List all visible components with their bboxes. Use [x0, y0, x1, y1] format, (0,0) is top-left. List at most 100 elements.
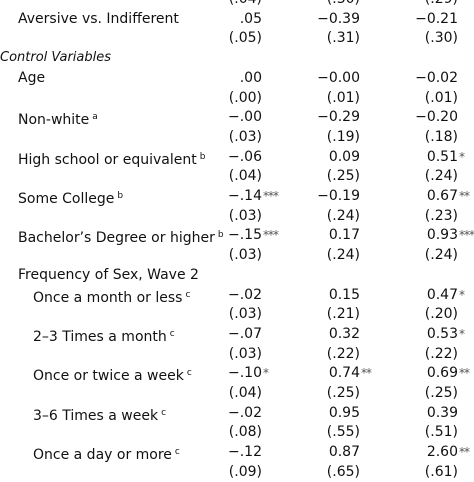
cell-value: (.18): [424, 128, 458, 145]
cell-value: (.22): [424, 345, 458, 362]
table-row: Control Variables: [0, 48, 474, 68]
cell-value: −.02: [228, 404, 262, 421]
cell-value: (.05): [228, 30, 262, 47]
row-label: High school or equivalent b: [18, 151, 206, 168]
row-label: Age: [18, 69, 46, 86]
table-row: Some College b −.14 *** −0.19 0.67 **: [0, 186, 474, 207]
cell-value: (.61): [424, 463, 458, 480]
cell-value: −.12: [228, 444, 262, 461]
cell-value: .05: [239, 10, 262, 27]
significance-stars: **: [459, 189, 470, 203]
significance-stars: *: [459, 326, 465, 341]
table-row: (.03) (.22) (.22): [0, 344, 474, 364]
cell-value: (.04): [182, 0, 262, 9]
table-row: Frequency of Sex, Wave 2: [0, 265, 474, 285]
significance-stars: **: [361, 366, 372, 381]
cell-value: 0.51: [426, 148, 458, 165]
table-row: (.03) (.24) (.24): [0, 245, 474, 265]
cell-value: (.51): [424, 424, 458, 441]
cell-value: 0.15: [328, 286, 360, 303]
table-row: (.04) (.25) (.25): [0, 383, 474, 403]
table-row: (.04) (.30) (.29): [0, 0, 474, 9]
footnote-mark: c: [174, 447, 180, 458]
footnote-mark: a: [92, 112, 98, 123]
cell-value: −.07: [228, 325, 262, 342]
cell-value: (.30): [424, 30, 458, 47]
cell-value: (.22): [326, 345, 360, 362]
cell-value: 0.69: [426, 365, 458, 382]
footnote-mark: b: [199, 151, 206, 162]
row-label: Once a month or less c: [33, 289, 191, 306]
cell-value: (.00): [228, 89, 262, 106]
significance-stars: **: [459, 366, 470, 381]
cell-value: (.65): [326, 463, 360, 480]
table-row: (.00) (.01) (.01): [0, 88, 474, 108]
cell-value: −0.21: [415, 10, 458, 27]
table-row: Once a day or more c −.12 0.87 2.60 **: [0, 442, 474, 463]
cell-value: 0.17: [328, 227, 360, 244]
cell-value: (.25): [326, 385, 360, 401]
cell-value: 0.74: [328, 365, 360, 382]
row-label: Once or twice a week c: [33, 368, 192, 385]
cell-value: (.25): [326, 168, 360, 185]
cell-value: 0.53: [426, 325, 458, 342]
table-row: (.05) (.31) (.30): [0, 28, 474, 48]
section-heading: Control Variables: [0, 50, 111, 66]
cell-value: 0.87: [328, 444, 360, 461]
cell-value: (.55): [326, 424, 360, 441]
cell-value: −0.29: [317, 109, 360, 126]
cell-value: (.21): [326, 306, 360, 323]
cell-value: 0.32: [328, 325, 360, 342]
cell-value: −.06: [228, 148, 262, 165]
row-label: Some College b: [18, 191, 124, 207]
table-row: 2–3 Times a month c −.07 0.32 0.53 *: [0, 324, 474, 345]
cell-value: −0.00: [317, 69, 360, 86]
footnote-mark: c: [169, 328, 175, 339]
cell-value: (.31): [326, 30, 360, 47]
table-row: Non-white a −.00 −0.29 −0.20: [0, 107, 474, 129]
cell-value: −0.19: [317, 188, 360, 204]
cell-value: −0.02: [415, 69, 458, 86]
cell-value: (.20): [424, 306, 458, 323]
table-row: (.04) (.25) (.24): [0, 166, 474, 186]
cell-value: (.19): [326, 128, 360, 145]
cell-value: (.03): [228, 247, 262, 264]
cell-value: (.03): [228, 207, 262, 224]
cell-value: 0.09: [328, 148, 360, 165]
row-label: Aversive vs. Indifferent: [18, 10, 179, 27]
significance-stars: ***: [263, 228, 279, 243]
row-label: 3–6 Times a week c: [33, 407, 167, 424]
table-row: 3–6 Times a week c −.02 0.95 0.39: [0, 403, 474, 424]
cell-value: −0.39: [317, 10, 360, 27]
row-label: 2–3 Times a month c: [33, 328, 175, 345]
cell-value: (.24): [326, 247, 360, 264]
footnote-mark: c: [185, 289, 191, 300]
table-row: (.09) (.65) (.61): [0, 462, 474, 482]
cell-value: (.24): [424, 168, 458, 185]
table-row: (.08) (.55) (.51): [0, 422, 474, 442]
table-row: High school or equivalent b −.06 0.09 0.51 *: [0, 147, 474, 168]
row-label: Non-white a: [18, 112, 98, 129]
cell-value: (.03): [228, 306, 262, 323]
cell-value: (.25): [424, 385, 458, 401]
cell-value: (.24): [326, 207, 360, 224]
cell-value: (.30): [280, 0, 360, 9]
cell-value: (.29): [378, 0, 458, 9]
significance-stars: ***: [459, 228, 474, 243]
table-row: (.03) (.24) (.23): [0, 206, 474, 226]
row-label: Bachelor’s Degree or higher b: [18, 230, 224, 247]
cell-value: (.04): [228, 168, 262, 185]
cell-value: 0.67: [426, 188, 458, 204]
significance-stars: *: [263, 366, 269, 381]
footnote-mark: b: [117, 191, 124, 201]
table-row: Aversive vs. Indifferent .05 −0.39 −0.21: [0, 9, 474, 29]
footnote-mark: b: [217, 230, 224, 241]
cell-value: (.01): [326, 89, 360, 106]
table-row: (.03) (.21) (.20): [0, 304, 474, 324]
cell-value: −.00: [228, 109, 262, 126]
table-row: Bachelor’s Degree or higher b −.15 *** 0.17 0…: [0, 225, 474, 247]
significance-stars: *: [459, 149, 465, 164]
cell-value: 2.60: [426, 444, 458, 461]
